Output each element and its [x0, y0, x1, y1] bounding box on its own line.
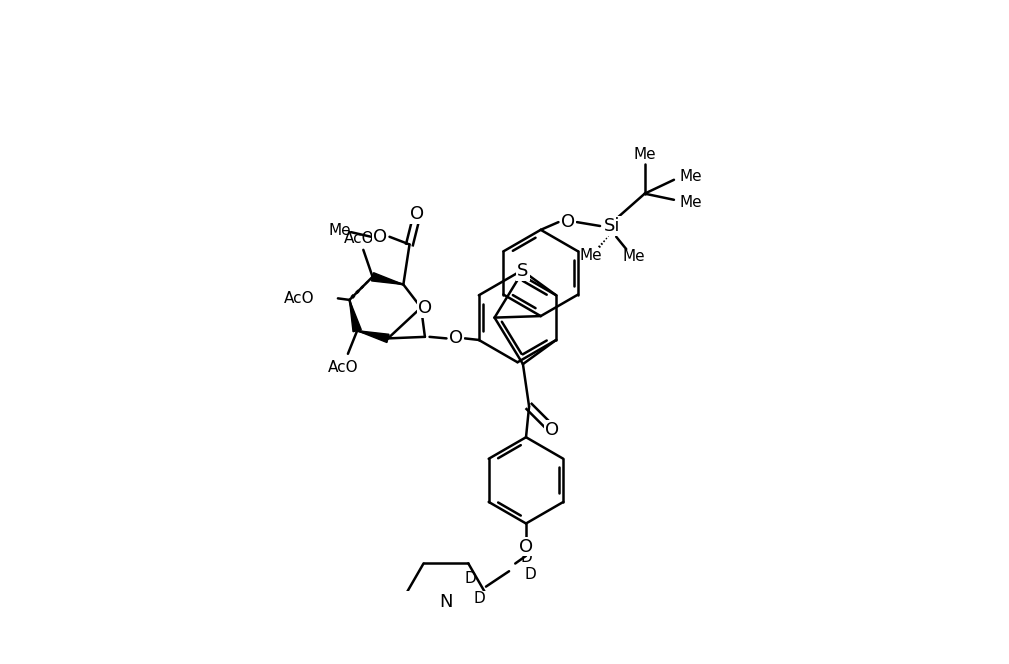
Text: D: D — [525, 567, 537, 582]
Text: O: O — [561, 213, 575, 231]
Text: O: O — [545, 420, 559, 438]
Text: S: S — [518, 262, 529, 280]
Text: Si: Si — [604, 217, 621, 235]
Text: AcO: AcO — [343, 231, 374, 246]
Text: O: O — [418, 299, 432, 317]
Text: AcO: AcO — [285, 291, 315, 306]
Text: N: N — [439, 593, 453, 611]
Text: Si: Si — [604, 217, 621, 235]
Text: N: N — [439, 593, 453, 611]
Text: O: O — [519, 538, 533, 556]
Text: O: O — [410, 205, 424, 222]
Text: Me: Me — [680, 195, 702, 210]
Text: O: O — [561, 213, 575, 231]
Text: D: D — [465, 572, 476, 586]
Text: S: S — [518, 262, 529, 280]
Text: O: O — [449, 329, 463, 347]
Text: Me: Me — [680, 169, 702, 184]
Text: Me: Me — [634, 147, 656, 162]
Text: O: O — [449, 329, 463, 347]
Text: O: O — [373, 228, 387, 246]
Text: D: D — [474, 592, 485, 606]
Text: Me: Me — [579, 248, 602, 263]
Polygon shape — [349, 300, 361, 332]
Text: O: O — [418, 299, 432, 317]
Polygon shape — [371, 273, 404, 284]
Text: D: D — [520, 550, 532, 565]
Text: Me: Me — [623, 249, 645, 264]
Text: Me: Me — [329, 223, 351, 238]
Text: O: O — [519, 538, 533, 556]
Text: O: O — [373, 228, 387, 246]
Text: AcO: AcO — [328, 360, 358, 375]
Text: O: O — [410, 205, 424, 222]
Text: O: O — [545, 420, 559, 438]
Polygon shape — [357, 331, 389, 343]
